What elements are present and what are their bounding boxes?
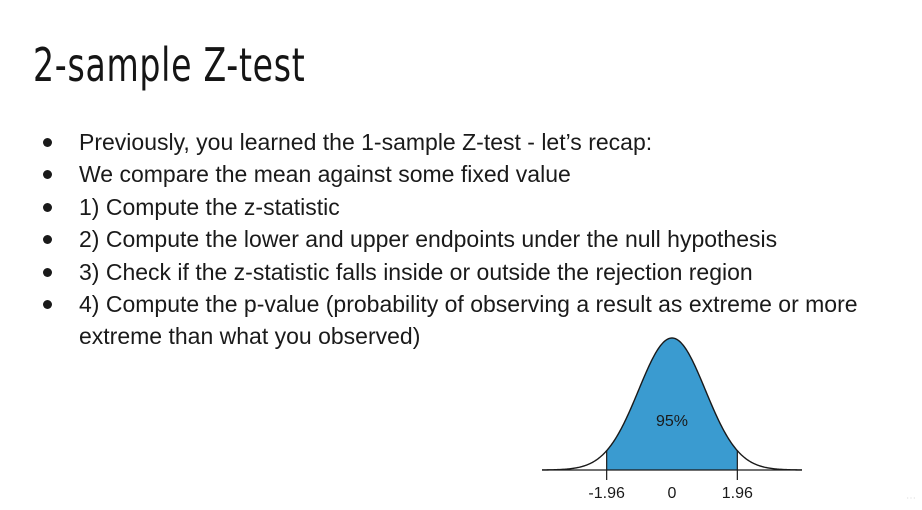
bullet-dot-icon xyxy=(43,300,52,310)
bullet-text: 4) Compute the p-value (probability of o… xyxy=(79,291,858,350)
bullet-text: We compare the mean against some fixed v… xyxy=(79,161,571,188)
bullet-list: Previously, you learned the 1-sample Z-t… xyxy=(40,126,900,353)
bullet-dot-icon xyxy=(43,138,52,147)
normal-distribution-chart: -1.96 0 1.96 95% xyxy=(542,337,802,502)
tick-label: 1.96 xyxy=(722,485,753,502)
bullet-text: 3) Check if the z-statistic falls inside… xyxy=(79,258,753,285)
tick-label: -1.96 xyxy=(588,485,625,502)
bullet-dot-icon xyxy=(43,170,52,180)
bullet-item: Previously, you learned the 1-sample Z-t… xyxy=(40,126,900,158)
bullet-dot-icon xyxy=(43,235,52,245)
bullet-text: 1) Compute the z-statistic xyxy=(79,193,340,220)
bullet-item: 4) Compute the p-value (probability of o… xyxy=(40,288,900,353)
bullet-dot-icon xyxy=(43,202,52,212)
bullet-dot-icon xyxy=(43,267,52,277)
bullet-item: 1) Compute the z-statistic xyxy=(40,191,900,223)
bullet-item: 2) Compute the lower and upper endpoints… xyxy=(40,223,900,255)
shaded-area-label: 95% xyxy=(656,413,688,430)
slide-title: 2-sample Z-test xyxy=(33,38,306,92)
bullet-item: We compare the mean against some fixed v… xyxy=(40,158,900,190)
tick-label: 0 xyxy=(668,485,677,502)
shaded-region xyxy=(606,338,738,470)
bullet-text: Previously, you learned the 1-sample Z-t… xyxy=(79,129,653,155)
slide-menu-icon: ⋯ xyxy=(906,493,916,504)
bullet-item: 3) Check if the z-statistic falls inside… xyxy=(40,256,900,288)
density-curve xyxy=(542,337,802,471)
bullet-text: 2) Compute the lower and upper endpoints… xyxy=(79,226,778,253)
